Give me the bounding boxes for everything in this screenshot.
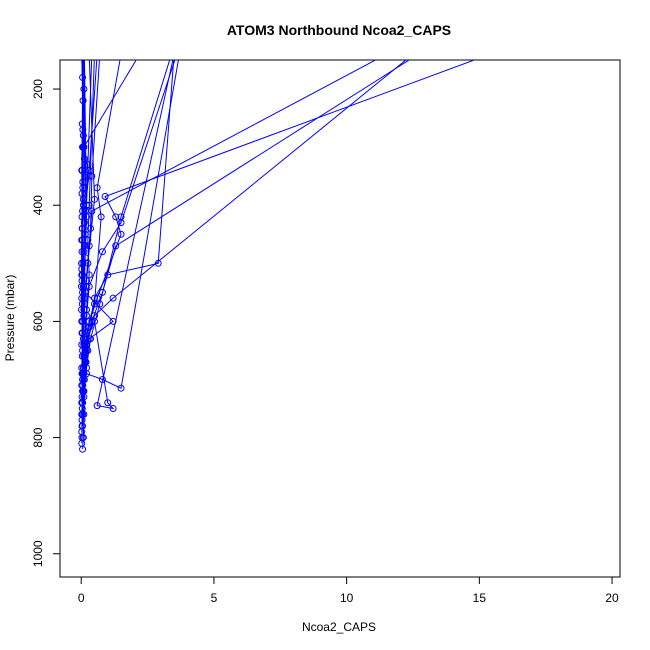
- data-point: [81, 51, 87, 57]
- y-tick-label: 800: [31, 427, 45, 447]
- data-point: [117, 384, 125, 392]
- data-point: [174, 51, 180, 57]
- data-point: [91, 317, 98, 325]
- data-layer: [78, 51, 493, 453]
- data-point: [118, 51, 124, 57]
- data-point: [104, 399, 112, 407]
- y-tick-label: 1000: [31, 540, 45, 567]
- data-point: [91, 195, 98, 203]
- data-point: [98, 375, 106, 383]
- data-point: [85, 271, 93, 279]
- series-line-3: [81, 60, 407, 432]
- data-point: [79, 143, 87, 151]
- data-point: [91, 300, 98, 308]
- data-point: [89, 51, 95, 57]
- data-point: [383, 51, 389, 57]
- data-point: [78, 120, 86, 128]
- series-line-23: [81, 60, 84, 264]
- data-point: [79, 178, 87, 186]
- data-point: [168, 51, 174, 57]
- x-tick-label: 0: [78, 591, 85, 605]
- x-axis: 0 5 10 15 20: [78, 576, 619, 605]
- y-axis: 200 400 600 800 1000: [31, 79, 61, 567]
- data-point: [171, 51, 177, 57]
- y-tick-label: 400: [31, 195, 45, 215]
- data-point: [80, 51, 86, 57]
- data-point: [94, 51, 100, 57]
- data-point: [79, 51, 85, 57]
- y-axis-label: Pressure (mbar): [3, 275, 17, 362]
- data-point: [78, 283, 85, 291]
- y-tick-label: 600: [31, 311, 45, 331]
- data-point: [109, 294, 117, 302]
- data-point: [112, 242, 120, 250]
- data-point: [487, 51, 493, 57]
- data-point: [79, 97, 87, 105]
- data-point: [410, 51, 416, 57]
- data-point: [78, 352, 86, 360]
- series-line-7: [81, 60, 411, 409]
- x-tick-label: 15: [473, 591, 487, 605]
- data-point: [78, 364, 86, 372]
- series-line-17: [81, 60, 98, 334]
- data-point: [171, 51, 177, 57]
- data-point: [87, 224, 95, 232]
- data-point: [117, 230, 125, 238]
- data-point: [109, 405, 117, 413]
- data-point: [98, 288, 106, 296]
- data-point: [176, 51, 182, 57]
- data-point: [78, 306, 85, 314]
- data-point: [79, 51, 85, 57]
- data-point: [97, 51, 103, 57]
- data-point: [137, 51, 143, 57]
- x-axis-label: Ncoa2_CAPS: [302, 620, 376, 634]
- data-point: [92, 51, 98, 57]
- data-point: [78, 317, 86, 325]
- data-point: [79, 51, 85, 57]
- data-point: [93, 402, 101, 410]
- data-point: [78, 259, 85, 267]
- data-point: [78, 329, 86, 337]
- x-tick-label: 20: [605, 591, 619, 605]
- data-point: [85, 166, 93, 174]
- data-point: [79, 73, 87, 81]
- data-point: [112, 213, 120, 221]
- data-point: [81, 51, 87, 57]
- data-point: [415, 51, 421, 57]
- series-line-13: [81, 60, 96, 374]
- data-point: [80, 248, 88, 256]
- data-point: [79, 51, 85, 57]
- chart-title: ATOM3 Northbound Ncoa2_CAPS: [227, 22, 451, 38]
- data-point: [98, 248, 106, 256]
- series-line-4: [82, 60, 171, 426]
- x-tick-label: 10: [340, 591, 354, 605]
- data-point: [79, 132, 87, 140]
- data-point: [86, 51, 92, 57]
- x-tick-label: 5: [211, 591, 218, 605]
- data-point: [97, 213, 105, 221]
- data-point: [78, 294, 86, 302]
- data-point: [101, 193, 109, 201]
- data-point: [78, 341, 86, 349]
- data-point: [117, 213, 125, 221]
- data-point: [78, 271, 86, 279]
- data-point: [78, 166, 86, 174]
- plot-frame: [59, 59, 621, 578]
- data-point: [78, 213, 86, 221]
- data-point: [80, 85, 88, 93]
- y-tick-label: 200: [31, 79, 45, 99]
- data-point: [80, 51, 86, 57]
